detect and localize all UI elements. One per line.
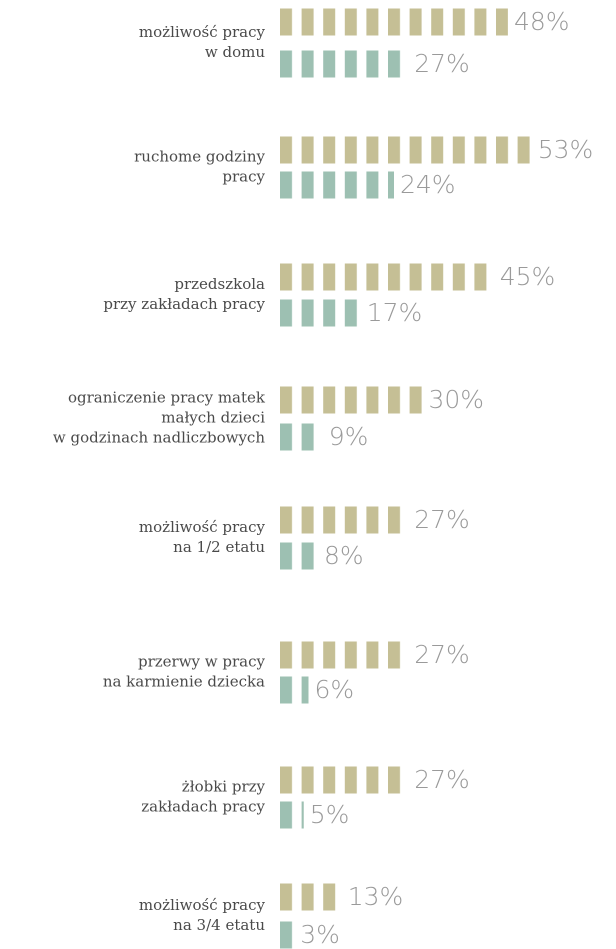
bar	[280, 263, 494, 291]
value-label: 30%	[429, 385, 485, 414]
value-label: 6%	[315, 675, 355, 704]
category-label: w domu	[205, 43, 265, 61]
category-label: na 3/4 etatu	[173, 916, 265, 934]
value-label: 27%	[414, 765, 470, 794]
bar	[280, 171, 394, 199]
category-label: na karmienie dziecka	[103, 673, 265, 691]
value-label: 8%	[324, 541, 364, 570]
value-label: 3%	[300, 920, 340, 949]
value-label: 13%	[348, 882, 404, 911]
bar	[280, 386, 423, 414]
category-label: możliwość pracy	[139, 896, 266, 914]
bar	[280, 921, 295, 949]
bar	[280, 8, 508, 36]
bar	[280, 883, 342, 911]
value-label: 24%	[400, 170, 456, 199]
bar	[280, 676, 309, 704]
bar	[280, 641, 409, 669]
bar	[280, 506, 409, 534]
bar	[280, 136, 532, 164]
category-label: ograniczenie pracy matek	[68, 389, 266, 407]
value-label: 5%	[310, 800, 350, 829]
bar	[280, 766, 409, 794]
value-label: 27%	[414, 49, 470, 78]
category-label: ruchome godziny	[134, 148, 265, 166]
category-label: małych dzieci	[161, 409, 265, 427]
category-label: zakładach pracy	[141, 798, 265, 816]
category-label: przedszkola	[174, 275, 265, 293]
value-label: 45%	[500, 262, 556, 291]
value-label: 27%	[414, 640, 470, 669]
bar	[280, 542, 318, 570]
category-label: na 1/2 etatu	[173, 538, 265, 556]
value-label: 17%	[367, 298, 423, 327]
category-label: w godzinach nadliczbowych	[53, 429, 265, 447]
bar	[280, 423, 323, 451]
value-label: 27%	[414, 505, 470, 534]
value-label: 53%	[538, 135, 594, 164]
category-label: przy zakładach pracy	[103, 295, 265, 313]
value-label: 48%	[514, 7, 570, 36]
bar	[280, 299, 361, 327]
category-label: żłobki przy	[182, 778, 266, 796]
category-label: możliwość pracy	[139, 23, 266, 41]
value-label: 9%	[329, 422, 369, 451]
category-label: przerwy w pracy	[138, 653, 266, 671]
category-label: możliwość pracy	[139, 518, 266, 536]
category-label: pracy	[222, 168, 265, 186]
bar	[280, 50, 409, 78]
bar	[280, 801, 304, 829]
